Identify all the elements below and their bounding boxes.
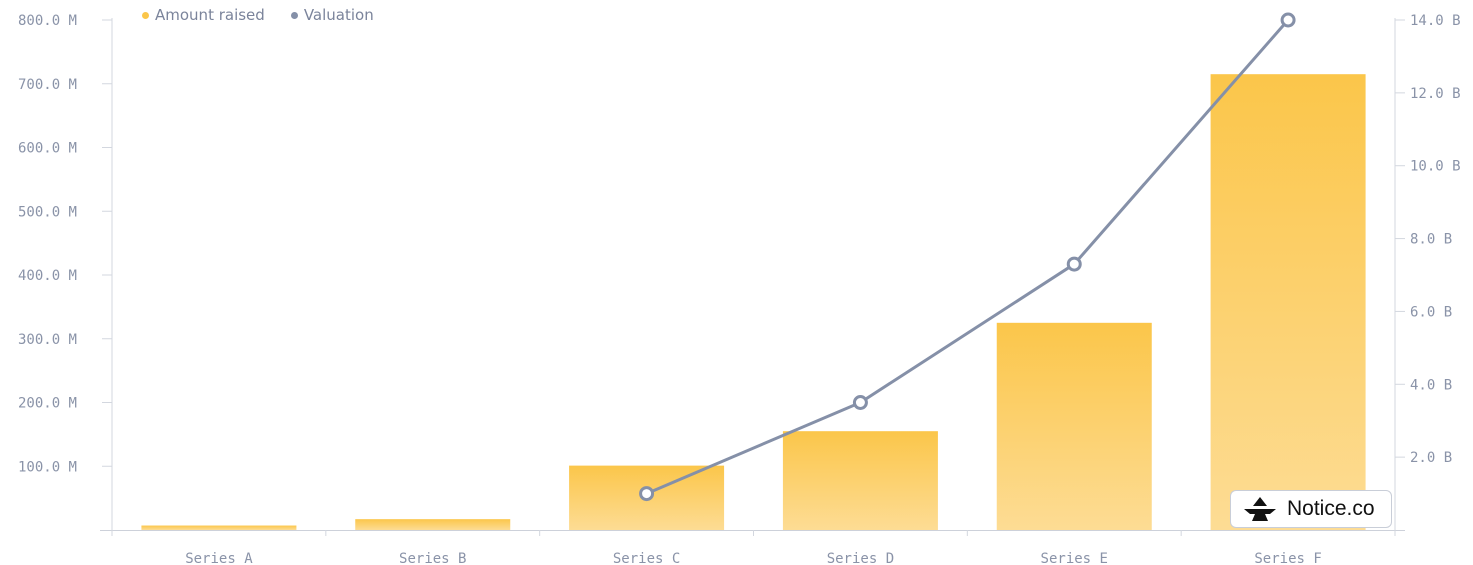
bar-amount-raised — [141, 525, 297, 530]
y-left-tick-label: 500.0 M — [18, 204, 77, 220]
valuation-point — [1280, 12, 1296, 28]
y-right-tick-label: 12.0 B — [1410, 86, 1461, 102]
y-left-tick-label: 300.0 M — [18, 332, 77, 348]
valuation-line — [645, 19, 1290, 495]
legend-label-amount: Amount raised — [155, 6, 265, 24]
valuation-point — [639, 486, 655, 502]
x-tick-label: Series E — [1041, 551, 1108, 565]
x-tick-label: Series A — [185, 551, 253, 565]
y-right-tick-label: 14.0 B — [1410, 13, 1461, 29]
y-left-tick-label: 800.0 M — [18, 13, 77, 29]
y-left-tick-label: 400.0 M — [18, 268, 77, 284]
y-right-tick-label: 4.0 B — [1410, 377, 1452, 393]
bar-amount-raised — [782, 431, 938, 530]
x-tick-label: Series C — [613, 551, 680, 565]
y-right-tick-label: 2.0 B — [1410, 450, 1452, 466]
bar-amount-raised — [1210, 74, 1366, 530]
bar-amount-raised — [355, 519, 511, 530]
legend-dot-amount — [142, 11, 149, 19]
y-left-tick-label: 200.0 M — [18, 396, 77, 412]
y-right-tick-label: 6.0 B — [1410, 304, 1452, 320]
x-tick-label: Series F — [1254, 551, 1321, 565]
notice-badge-text: Notice.co — [1287, 497, 1375, 520]
notice-badge[interactable]: Notice.co — [1230, 490, 1392, 528]
x-tick-label: Series D — [827, 551, 894, 565]
bar-amount-raised — [996, 322, 1152, 530]
notice-logo-icon — [1243, 496, 1277, 522]
y-right-tick-label: 10.0 B — [1410, 159, 1461, 175]
legend-dot-valuation — [290, 11, 298, 19]
legend-label-valuation: Valuation — [303, 6, 374, 24]
chart-legend: Amount raised Valuation — [142, 6, 374, 24]
y-left-tick-label: 100.0 M — [18, 459, 77, 475]
y-left-tick-label: 600.0 M — [18, 141, 77, 157]
valuation-point — [852, 395, 868, 410]
y-left-tick-label: 700.0 M — [18, 77, 77, 93]
x-tick-label: Series B — [399, 551, 466, 565]
legend-item-amount-raised: Amount raised — [142, 6, 265, 24]
legend-item-valuation: Valuation — [290, 6, 374, 24]
y-right-tick-label: 8.0 B — [1410, 232, 1452, 248]
valuation-point — [1066, 256, 1082, 272]
